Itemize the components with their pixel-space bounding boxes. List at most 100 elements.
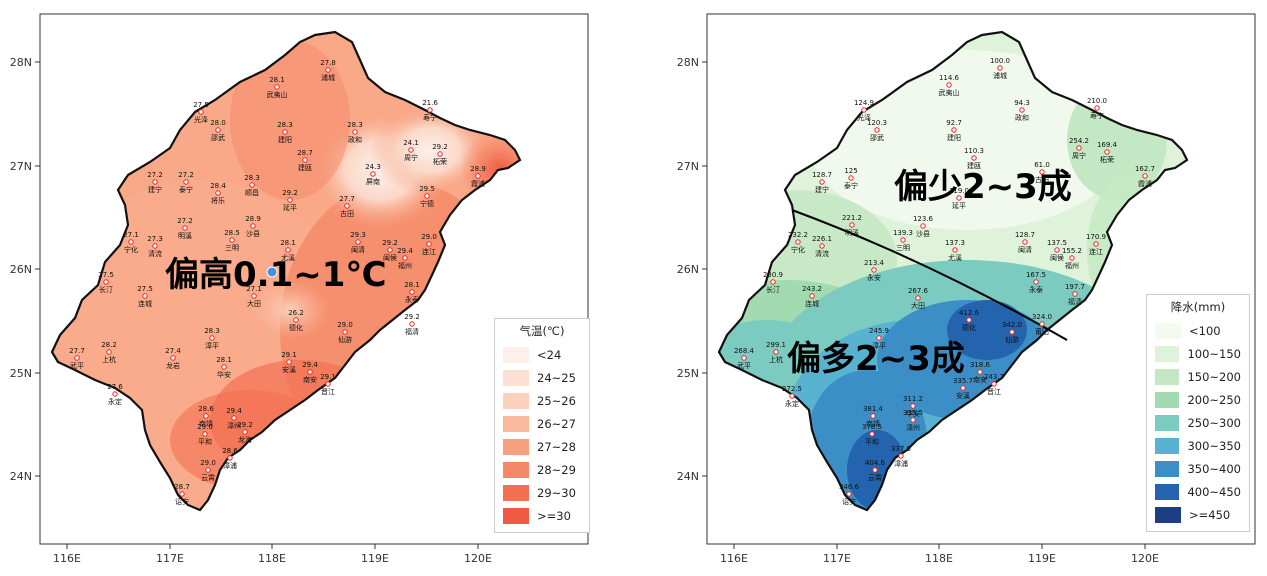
station-dot xyxy=(205,467,211,473)
station-dot xyxy=(209,335,215,341)
station-dot xyxy=(741,355,747,361)
station-value: 243.2 xyxy=(802,285,822,293)
station-labels: 27.8 浦城 28.1 武夷山 27.5 光泽 28.0 邵武 28.3 建阳 28.3 政和 21.… xyxy=(69,59,486,506)
station-value: 254.2 xyxy=(1069,137,1089,145)
station-marker: 29.2 柘荣 xyxy=(432,143,448,166)
station-marker: 28.1 武夷山 xyxy=(267,76,288,99)
station-marker: 27.5 光泽 xyxy=(193,101,209,124)
legend-label: 26~27 xyxy=(537,416,576,431)
station-name: 德化 xyxy=(289,323,303,332)
legend-swatch xyxy=(503,392,529,409)
temperature-anomaly-label: 偏高0.1~1℃ xyxy=(165,255,387,295)
legend-item: >=450 xyxy=(1155,503,1241,526)
station-marker: 28.1 尤溪 xyxy=(280,239,296,262)
station-value: 29.1 xyxy=(281,351,297,359)
station-marker: 381.4 南靖 xyxy=(863,405,884,428)
station-marker: 27.3 清流 xyxy=(147,235,163,258)
station-value: 28.6 xyxy=(198,405,214,413)
station-value: 128.7 xyxy=(1015,231,1035,239)
station-marker: 404.6 云霄 xyxy=(865,459,886,482)
station-value: 110.3 xyxy=(964,147,984,155)
station-dot xyxy=(408,147,414,153)
station-marker: 28.3 政和 xyxy=(347,121,363,144)
station-marker: 29.1 晋江 xyxy=(320,373,336,396)
station-name: 明溪 xyxy=(178,231,192,240)
station-name: 三明 xyxy=(225,244,239,252)
station-value: 27.5 xyxy=(137,285,153,293)
station-dot xyxy=(869,431,875,437)
axis-ticks: 116E 117E 118E 119E 120E 28N 27N 26N 25N 24N xyxy=(10,56,492,565)
legend-item: 400~450 xyxy=(1155,480,1241,503)
legend-swatch xyxy=(1155,437,1180,454)
station-dot xyxy=(1069,255,1075,261)
station-dot xyxy=(1019,107,1025,113)
station-dot xyxy=(325,381,331,387)
station-dot xyxy=(846,491,852,497)
station-value: 335.5 xyxy=(903,409,923,417)
station-name: 建阳 xyxy=(947,133,961,142)
station-value: 28.1 xyxy=(269,76,285,84)
station-marker: 28.3 顺昌 xyxy=(244,174,260,197)
station-dot xyxy=(874,127,880,133)
legend-item: 350~400 xyxy=(1155,457,1241,480)
station-name: 光泽 xyxy=(857,113,871,122)
station-marker: 210.0 寿宁 xyxy=(1087,97,1107,120)
station-value: 27.3 xyxy=(147,235,163,243)
station-name: 浦城 xyxy=(321,73,335,82)
station-dot xyxy=(1072,291,1078,297)
station-marker: 28.4 将乐 xyxy=(210,182,226,205)
station-value: 342.0 xyxy=(1002,321,1022,329)
station-value: 162.7 xyxy=(1135,165,1155,173)
station-dot xyxy=(302,157,308,163)
station-name: 漳平 xyxy=(205,341,219,350)
station-value: 169.4 xyxy=(1097,141,1118,149)
station-value: 123.6 xyxy=(913,215,934,223)
station-marker: 221.2 明溪 xyxy=(842,214,862,237)
station-dot xyxy=(152,179,158,185)
legend-swatch xyxy=(503,346,529,363)
station-value: 94.3 xyxy=(1014,99,1030,107)
station-name: 华安 xyxy=(217,370,231,379)
station-marker: 378.5 平和 xyxy=(862,423,882,446)
station-dot xyxy=(991,381,997,387)
y-tick-label: 26N xyxy=(10,263,32,276)
station-value: 28.3 xyxy=(347,121,363,129)
station-value: 197.7 xyxy=(1065,283,1085,291)
station-marker: 28.6 南靖 xyxy=(198,405,214,428)
station-value: 221.2 xyxy=(842,214,862,222)
legend-swatch xyxy=(1155,368,1180,385)
station-value: 378.5 xyxy=(862,423,882,431)
station-name: 连江 xyxy=(1089,247,1103,256)
legend-label: 200~250 xyxy=(1187,392,1241,407)
station-value: 24.1 xyxy=(403,139,419,147)
station-name: 福清 xyxy=(1068,297,1082,306)
station-dot xyxy=(221,364,227,370)
station-marker: 167.5 永泰 xyxy=(1026,271,1046,294)
y-tick-label: 24N xyxy=(677,470,699,483)
station-marker: 29.0 连江 xyxy=(421,233,437,256)
station-name: 三明 xyxy=(896,244,910,252)
station-value: 27.4 xyxy=(165,347,181,355)
station-value: 137.3 xyxy=(945,239,965,247)
station-marker: 346.6 诏安 xyxy=(839,483,860,506)
station-marker: 226.1 清流 xyxy=(812,235,832,258)
station-marker: 27.2 建宁 xyxy=(147,171,163,194)
station-name: 古田 xyxy=(1035,175,1049,184)
station-marker: 268.4 武平 xyxy=(734,347,755,370)
station-marker: 128.7 建宁 xyxy=(812,171,832,194)
station-name: 晋江 xyxy=(321,388,335,396)
station-dot xyxy=(215,127,221,133)
station-marker: 29.0 平和 xyxy=(197,423,213,446)
legend-swatch xyxy=(503,507,529,524)
station-name: 大田 xyxy=(911,301,925,310)
station-marker: 29.0 仙游 xyxy=(337,321,353,344)
station-value: 28.6 xyxy=(222,447,238,455)
station-name: 沙县 xyxy=(246,230,260,238)
station-dot xyxy=(198,109,204,115)
station-marker: 21.6 寿宁 xyxy=(422,99,438,122)
station-name: 长汀 xyxy=(99,285,113,294)
station-name: 政和 xyxy=(1015,113,1029,122)
station-dot xyxy=(242,429,248,435)
station-marker: 29.1 安溪 xyxy=(281,351,297,374)
station-name: 建瓯 xyxy=(967,161,981,170)
